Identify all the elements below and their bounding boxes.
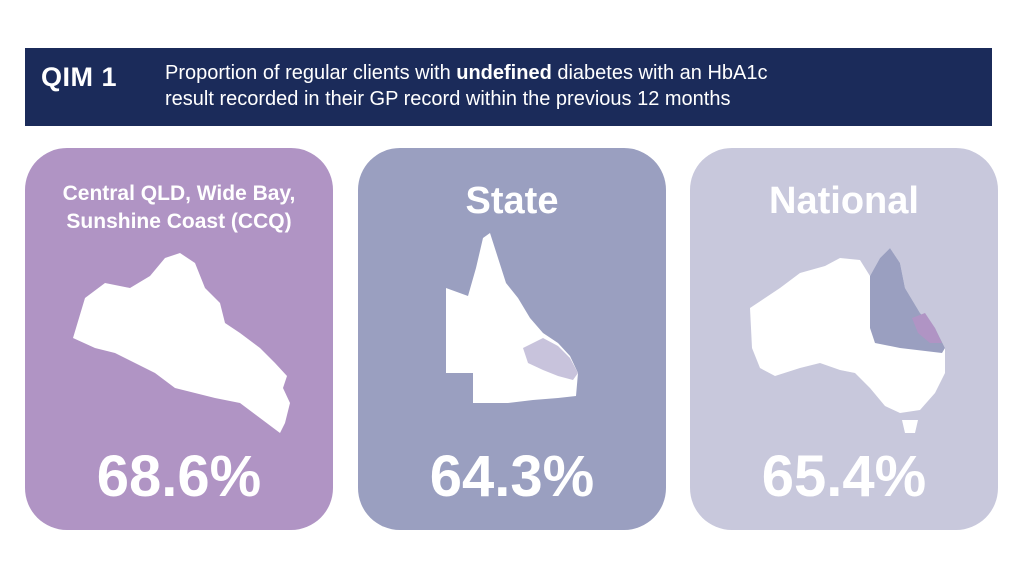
badge: QIM 1: [41, 62, 118, 92]
card-title: National: [769, 180, 919, 222]
map: [446, 233, 578, 403]
card-title: State: [465, 180, 559, 222]
card-value: 64.3%: [429, 444, 595, 509]
card: Central QLD, Wide Bay, Sunshine Coast (C…: [25, 148, 333, 530]
card-title: Central QLD, Wide Bay, Sunshine Coast (C…: [62, 182, 296, 233]
description-text: diabetes with an HbA1c: [551, 62, 768, 84]
map: [73, 253, 290, 433]
description-emphasis: undefined: [456, 62, 552, 84]
island-map: [902, 420, 918, 433]
description-text: result recorded in their GP record withi…: [165, 88, 731, 110]
card: State 64.3%: [358, 148, 666, 530]
state-map: [446, 233, 578, 403]
region-map: [912, 313, 942, 343]
description: Proportion of regular clients with undef…: [165, 60, 767, 112]
card-value: 68.6%: [96, 444, 262, 509]
card: National 65.4%: [690, 148, 998, 530]
header: QIM 1 Proportion of regular clients with…: [25, 48, 992, 126]
card-value: 65.4%: [761, 444, 927, 509]
map: [750, 248, 945, 433]
region-map: [523, 338, 578, 380]
description-text: Proportion of regular clients with: [165, 62, 457, 84]
region-map: [73, 253, 290, 433]
